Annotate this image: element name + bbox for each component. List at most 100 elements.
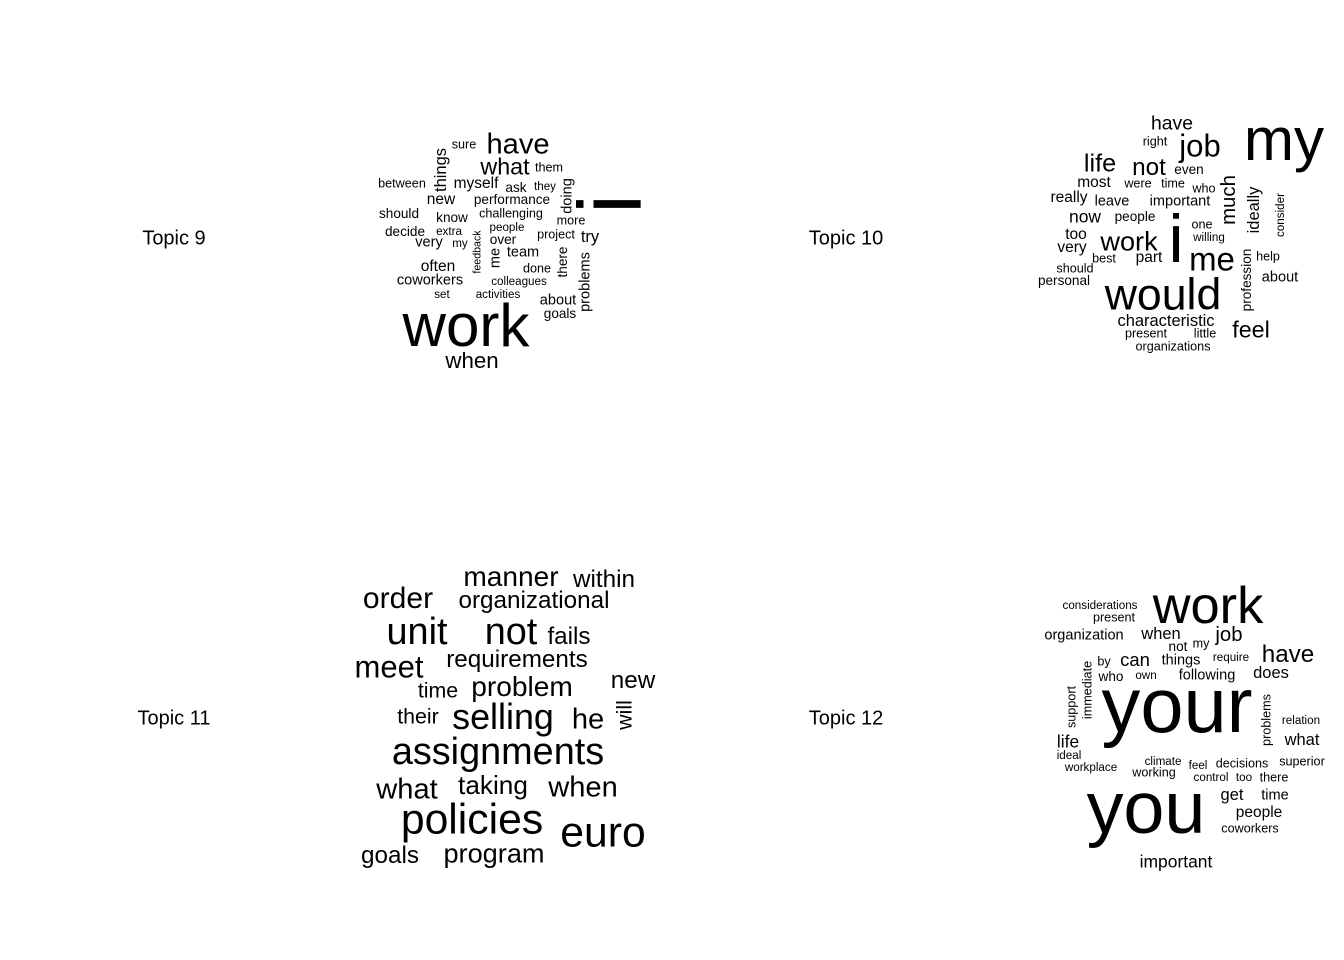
topic-label: Topic 11 [137,707,211,730]
word-about: about [1261,269,1299,286]
word-present: present [1092,610,1136,625]
word-not: not [484,611,538,654]
word-work: work [1152,576,1264,635]
word-project: project [537,227,575,242]
word-climate: climate [1144,755,1182,769]
word-he: he [571,703,605,736]
word-what: what [376,773,438,806]
word-know: know [436,210,468,226]
word-leave: leave [1094,193,1130,210]
word-would: would [1104,270,1222,320]
topic-label: Topic 12 [808,707,884,730]
word-your: your [1101,663,1253,750]
word-try: try [580,227,600,246]
word-considerations: considerations [1062,599,1138,613]
word-present: present [1124,326,1168,341]
word-relation: relation [1281,714,1321,728]
word-important: important [1139,851,1213,872]
word-people: people [1235,804,1283,822]
word-have: have [1261,640,1315,668]
word-control: control [1193,771,1229,785]
word-requirements: requirements [446,645,588,673]
word-extra: extra [436,225,462,239]
word-time: time [417,678,459,703]
word-what: what [1284,730,1320,749]
word-policies: policies [400,795,544,844]
word-when: when [548,771,618,804]
word-superior: superior [1279,754,1325,769]
word-organizations: organizations [1135,339,1211,354]
word-organizational: organizational [458,586,610,614]
word-should: should [1056,261,1094,276]
word-over: over [489,232,517,248]
word-very: very [415,234,443,251]
word-who: who [1192,181,1216,196]
word-goals: goals [543,306,577,322]
word-when: when [445,347,499,373]
word-fails: fails [547,622,591,650]
word-new: new [426,191,456,209]
word-workplace: workplace [1064,761,1118,775]
word-help: help [1256,249,1280,264]
word-about: about [539,292,577,309]
word-program: program [443,837,545,869]
word-decide: decide [384,224,426,240]
word-feel: feel [1188,759,1208,773]
word-life: life [1083,149,1117,178]
word-too: too [1235,771,1253,785]
word-one: one [1191,217,1213,232]
word-their: their [397,704,439,729]
word-job: job [1179,128,1221,164]
word-work: work [402,291,530,359]
word-time: time [1261,787,1289,804]
word-feel: feel [1232,316,1270,343]
word-goals: goals [361,841,419,869]
word-you: you [1086,766,1206,850]
word-have: have [1150,112,1194,135]
word-set: set [434,288,450,302]
word-not: not [1168,639,1188,655]
word-own: own [1135,669,1157,683]
word-people: people [489,221,525,235]
word-my: my [452,237,468,251]
word-my: my [1192,636,1210,651]
word-life: life [1056,731,1080,752]
word-even: even [1174,162,1204,178]
word-euro: euro [560,808,646,857]
word-were: were [1124,176,1152,191]
word-does: does [1253,663,1289,682]
word-organization: organization [1044,627,1124,644]
word-me: me [1189,240,1235,278]
word-i: i [1168,202,1184,278]
word-willing: willing [1193,231,1225,245]
word-have: have [486,128,550,161]
word-there: there [1259,770,1289,785]
word-coworkers: coworkers [1221,821,1279,836]
word-too: too [1065,226,1087,244]
word-ideal: ideal [1056,749,1082,763]
word-get: get [1220,785,1244,804]
word-my: my [1243,105,1325,173]
word-support: support [1064,685,1079,729]
word-really: really [1050,189,1088,207]
word-following: following [1178,667,1236,684]
word-sure: sure [451,137,477,152]
word-important: important [1149,193,1211,210]
word-new: new [610,666,656,694]
word-characteristic: characteristic [1117,311,1215,330]
word-between: between [378,176,426,191]
topic-label: Topic 10 [808,227,884,250]
word-things: things [1161,652,1201,669]
word-work: work [1100,225,1158,257]
word-should: should [378,206,420,222]
word-best: best [1092,251,1116,266]
word-colleagues: colleagues [491,275,547,289]
word-personal: personal [1037,273,1091,289]
word-performance: performance [473,192,551,208]
word-coworkers: coworkers [396,272,464,289]
word-assignments: assignments [391,731,605,774]
word-job: job [1215,623,1243,646]
word-taking: taking [458,769,528,800]
